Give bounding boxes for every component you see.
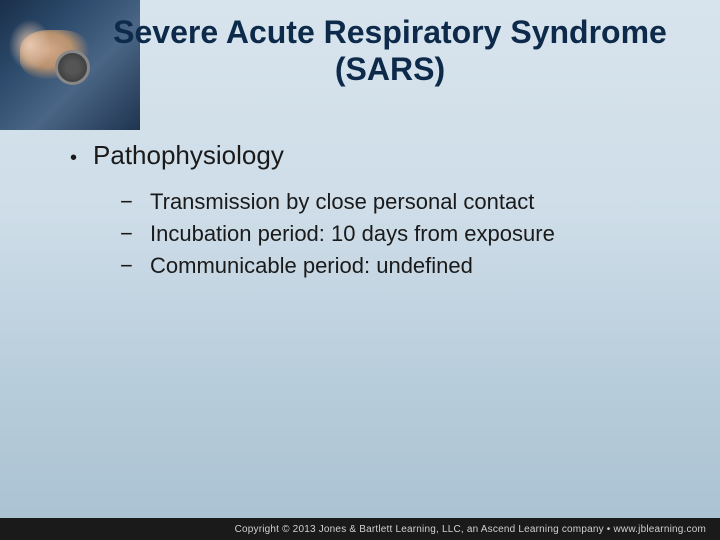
slide-title: Severe Acute Respiratory Syndrome (SARS)	[100, 14, 680, 88]
bullet-dot: •	[70, 147, 77, 170]
dash-icon: −	[120, 253, 136, 279]
bullet-text: Communicable period: undefined	[150, 253, 473, 279]
dash-icon: −	[120, 189, 136, 215]
content-area: • Pathophysiology − Transmission by clos…	[70, 140, 670, 285]
heading-level1: • Pathophysiology	[70, 140, 670, 171]
footer-bar: Copyright © 2013 Jones & Bartlett Learni…	[0, 518, 720, 540]
heading-text: Pathophysiology	[93, 140, 284, 171]
list-item: − Communicable period: undefined	[120, 253, 670, 279]
list-item: − Transmission by close personal contact	[120, 189, 670, 215]
bullet-text: Incubation period: 10 days from exposure	[150, 221, 555, 247]
copyright-text: Copyright © 2013 Jones & Bartlett Learni…	[235, 524, 706, 535]
stethoscope-graphic	[55, 50, 90, 85]
list-item: − Incubation period: 10 days from exposu…	[120, 221, 670, 247]
dash-icon: −	[120, 221, 136, 247]
bullet-text: Transmission by close personal contact	[150, 189, 534, 215]
slide: Severe Acute Respiratory Syndrome (SARS)…	[0, 0, 720, 540]
